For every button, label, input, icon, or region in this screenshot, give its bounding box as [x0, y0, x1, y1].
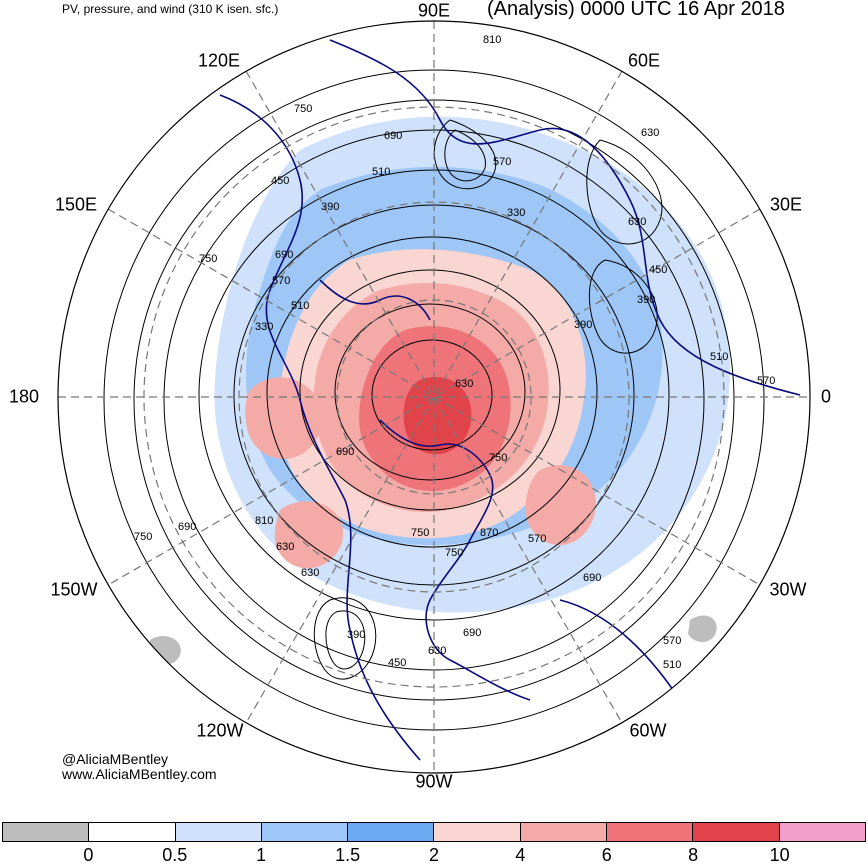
contour-label: 810 [255, 515, 273, 527]
valid-time-title: (Analysis) 0000 UTC 16 Apr 2018 [487, 0, 785, 20]
contour-label: 690 [463, 627, 481, 639]
contour-label: 570 [528, 533, 546, 545]
lon-label-180: 180 [8, 386, 40, 407]
contour-label: 630 [628, 216, 646, 228]
contour-label: 450 [649, 264, 667, 276]
contour-label: 330 [255, 321, 273, 333]
contour-label: 750 [411, 527, 429, 539]
lon-label-90e: 90E [417, 0, 451, 21]
colorbar-swatch [89, 823, 176, 841]
lat-lon-grid [58, 21, 810, 773]
lon-label-60e: 60E [627, 50, 661, 71]
colorbar-swatch [175, 823, 262, 841]
lon-label-0: 0 [820, 386, 832, 407]
coastlines [219, 39, 801, 761]
lon-label-30w: 30W [769, 579, 807, 600]
contour-label: 630 [276, 541, 294, 553]
colorbar-tick-label: 10 [769, 845, 790, 865]
credit: @AliciaMBentley www.AliciaMBentley.com [62, 752, 217, 782]
lon-label-120w: 120W [196, 720, 244, 741]
contour-label: 690 [583, 572, 601, 584]
colorbar-tick-label: 0.5 [162, 845, 188, 865]
contour-label: 690 [336, 446, 354, 458]
colorbar-swatch [520, 823, 608, 841]
contour-label: 450 [388, 657, 406, 669]
colorbar-swatch [3, 823, 90, 841]
contour-label: 750 [199, 253, 217, 265]
contour-label: 750 [294, 103, 312, 115]
lon-label-60w: 60W [629, 720, 667, 741]
contour-label: 870 [480, 527, 498, 539]
contour-label: 570 [757, 375, 775, 387]
map-title: PV, pressure, and wind (310 K isen. sfc.… [62, 2, 279, 16]
contour-label: 510 [663, 659, 681, 671]
contour-label: 510 [291, 300, 309, 312]
contour-label: 510 [710, 351, 728, 363]
contour-label: 510 [372, 166, 390, 178]
contour-label: 390 [347, 629, 365, 641]
lon-label-150e: 150E [54, 194, 98, 215]
colorbar-swatch [348, 823, 435, 841]
contour-label: 750 [489, 452, 507, 464]
colorbar-tick-label: 0 [83, 845, 94, 865]
pv-colorbar [2, 822, 866, 842]
contour-label: 630 [428, 645, 446, 657]
pv-lobe-west [245, 377, 323, 459]
lon-label-90w: 90W [415, 771, 453, 792]
contour-label: 390 [321, 201, 339, 213]
pv-lobe-se [525, 465, 596, 545]
contour-label: 570 [272, 275, 290, 287]
colorbar-tick-label: 1.5 [335, 845, 361, 865]
contour-label: 570 [493, 156, 511, 168]
colorbar-swatch [434, 823, 521, 841]
contour-label: 690 [384, 130, 402, 142]
pv-gray-2 [688, 615, 717, 643]
lon-label-120e: 120E [197, 50, 241, 71]
contour-label: 390 [574, 319, 592, 331]
contour-label: 330 [507, 207, 525, 219]
contour-label: 690 [178, 521, 196, 533]
contour-label: 690 [275, 249, 293, 261]
contour-label: 450 [271, 175, 289, 187]
contour-label: 570 [663, 635, 681, 647]
lon-label-30e: 30E [769, 194, 803, 215]
colorbar-tick-label: 6 [601, 845, 612, 865]
contour-label: 390 [637, 294, 655, 306]
contour-label: 810 [483, 34, 501, 46]
contour-label: 630 [301, 567, 319, 579]
pv-red-4 [403, 376, 472, 455]
credit-handle: @AliciaMBentley [62, 751, 169, 767]
lon-label-150w: 150W [50, 579, 98, 600]
contour-label: 630 [455, 378, 473, 390]
pv-lobe-sw [274, 501, 344, 569]
colorbar-tick-label: 1 [256, 845, 267, 865]
contour-label: 750 [445, 547, 463, 559]
colorbar-tick-label: 4 [515, 845, 526, 865]
colorbar-tick-label: 8 [688, 845, 699, 865]
colorbar-tick-label: 2 [428, 845, 440, 865]
contour-label: 750 [134, 531, 152, 543]
contour-label: 630 [641, 127, 659, 139]
colorbar-swatch [693, 823, 780, 841]
pv-shading [148, 116, 730, 665]
colorbar-swatch [779, 823, 865, 841]
colorbar-swatch [261, 823, 349, 841]
colorbar-swatch [607, 823, 694, 841]
credit-website: www.AliciaMBentley.com [62, 766, 217, 782]
